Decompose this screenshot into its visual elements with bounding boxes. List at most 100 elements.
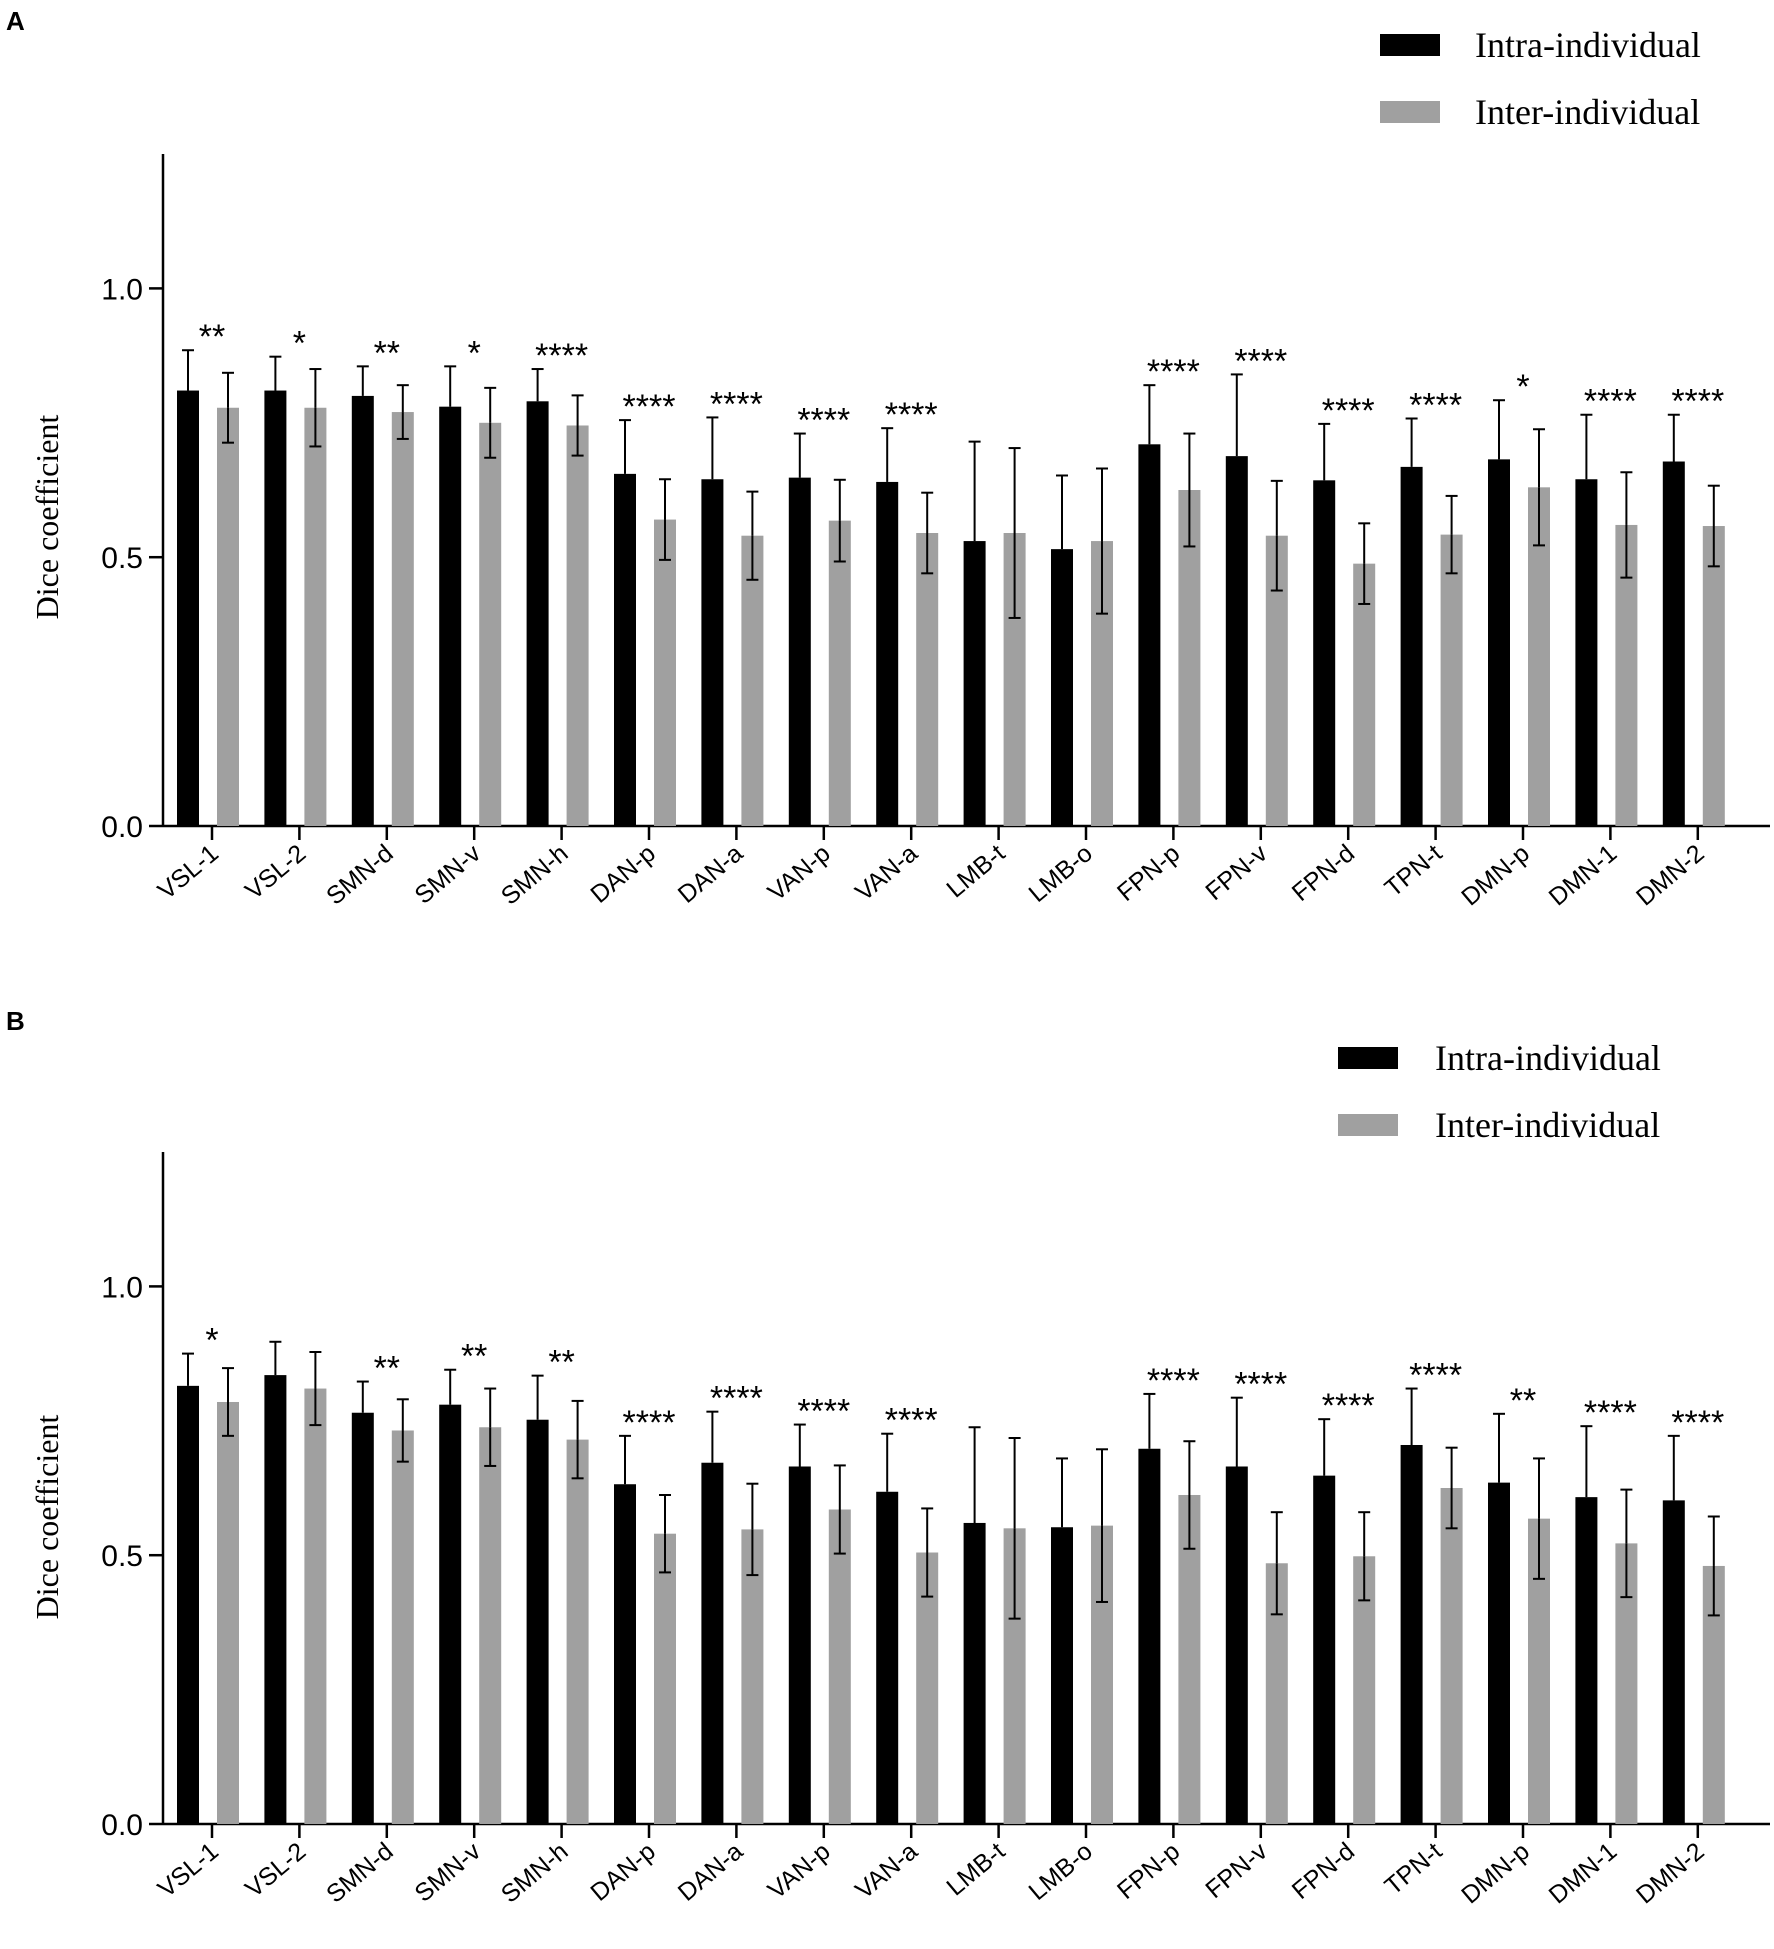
x-tick-labels-b: VSL-1 VSL-2 SMN-d SMN-v SMN-h DAN-p DAN-a VAN-p… xyxy=(153,1837,1710,1910)
bar-intra-smn-h xyxy=(526,401,549,826)
bar-inter-fpn-p xyxy=(1178,490,1201,826)
significance-marker: * xyxy=(205,1322,218,1360)
bar-intra-van-p xyxy=(788,477,811,826)
bar-intra-smn-h xyxy=(526,1419,549,1824)
x-tick-label: FPN-d xyxy=(1287,839,1360,907)
x-tick-label: FPN-v xyxy=(1200,839,1273,906)
significance-marker: **** xyxy=(710,1380,763,1418)
x-tick-label: SMN-d xyxy=(321,1837,399,1908)
significance-marker: **** xyxy=(1234,342,1287,380)
panel-b: B Intra-individual Inter-individual Dice… xyxy=(6,1006,1770,1909)
significance-markers-b: *** ** ********** **** ******** *************… xyxy=(205,1322,1724,1442)
x-tick-label: LMB-t xyxy=(941,1837,1010,1901)
x-tick-label: FPN-p xyxy=(1112,839,1185,907)
significance-marker: **** xyxy=(710,385,763,423)
significance-marker: **** xyxy=(1409,1357,1462,1395)
bar-inter-lmb-o xyxy=(1091,1525,1113,1824)
significance-marker: ** xyxy=(374,334,400,372)
bar-intra-tpn-t xyxy=(1400,466,1423,826)
y-tick-label: 0.0 xyxy=(101,811,143,844)
significance-marker: * xyxy=(1516,368,1529,406)
bar-intra-fpn-p xyxy=(1138,1448,1161,1824)
bar-intra-dmn-1 xyxy=(1575,479,1598,826)
x-tick-label: DMN-2 xyxy=(1631,1837,1710,1909)
bar-inter-dan-p xyxy=(654,519,676,826)
significance-marker: **** xyxy=(1671,1404,1724,1442)
significance-marker: **** xyxy=(1584,1394,1637,1432)
x-tick-label: VSL-1 xyxy=(153,839,224,905)
x-tick-label: FPN-d xyxy=(1287,1837,1360,1905)
bar-intra-dmn-2 xyxy=(1662,461,1685,826)
bar-inter-smn-v xyxy=(479,422,502,826)
bar-inter-van-p xyxy=(828,1509,851,1824)
x-tick-label: SMN-d xyxy=(321,839,399,910)
legend-swatch-inter-a xyxy=(1380,101,1440,123)
legend-swatch-intra-a xyxy=(1380,34,1440,56)
bar-inter-smn-v xyxy=(479,1427,502,1824)
legend-swatch-intra-b xyxy=(1338,1047,1398,1069)
x-tick-label: SMN-v xyxy=(410,1837,487,1908)
bar-intra-dmn-p xyxy=(1488,1482,1510,1824)
x-tick-label: TPN-t xyxy=(1379,839,1447,902)
significance-marker: **** xyxy=(885,1402,938,1440)
bar-intra-dan-p xyxy=(614,473,636,826)
significance-marker: **** xyxy=(1409,386,1462,424)
bar-intra-smn-v xyxy=(439,406,462,826)
x-tick-label: LMB-o xyxy=(1023,1837,1097,1906)
bar-inter-smn-h xyxy=(566,1439,589,1824)
x-tick-label: DMN-p xyxy=(1456,1837,1535,1909)
significance-marker: ** xyxy=(461,1338,487,1376)
bar-intra-dmn-2 xyxy=(1662,1500,1685,1824)
bar-inter-smn-h xyxy=(566,425,589,826)
x-tick-label: DMN-p xyxy=(1456,839,1535,911)
bar-inter-fpn-d xyxy=(1353,563,1376,826)
significance-marker: **** xyxy=(797,402,850,440)
panel-label-b: B xyxy=(6,1006,25,1036)
significance-marker: ** xyxy=(199,318,225,356)
legend-label-inter-a: Inter-individual xyxy=(1475,92,1700,132)
bar-intra-lmb-t xyxy=(963,1522,986,1824)
y-tick-label: 1.0 xyxy=(101,273,143,306)
bar-inter-fpn-p xyxy=(1178,1494,1201,1824)
bar-intra-fpn-d xyxy=(1313,1475,1336,1824)
significance-marker: **** xyxy=(1671,383,1724,421)
bar-intra-dan-a xyxy=(701,1462,724,1824)
x-tick-label: DAN-p xyxy=(585,839,660,909)
significance-marker: ** xyxy=(548,1344,574,1382)
bar-inter-van-a xyxy=(916,533,939,826)
bar-intra-fpn-v xyxy=(1225,1466,1248,1824)
bar-inter-dan-a xyxy=(741,1529,764,1824)
bar-intra-smn-v xyxy=(439,1404,462,1824)
bars-a xyxy=(177,349,1725,826)
significance-marker: **** xyxy=(1584,383,1637,421)
significance-marker: **** xyxy=(885,396,938,434)
bar-inter-vsl-1 xyxy=(217,407,239,826)
x-tick-label: TPN-t xyxy=(1379,1837,1447,1900)
x-tick-label: DAN-a xyxy=(673,1837,749,1907)
bar-intra-dmn-1 xyxy=(1575,1497,1598,1824)
legend-swatch-inter-b xyxy=(1338,1114,1398,1136)
bar-inter-van-a xyxy=(916,1552,939,1824)
bar-intra-dan-p xyxy=(614,1484,636,1824)
bar-inter-dmn-2 xyxy=(1702,526,1725,826)
significance-markers-a: ** * ** * ******** **** **** ******** ******** **… xyxy=(199,318,1725,439)
x-tick-label: DAN-p xyxy=(585,1837,660,1907)
bar-intra-vsl-2 xyxy=(264,390,287,826)
significance-marker: **** xyxy=(1147,1362,1200,1400)
bar-intra-van-a xyxy=(876,481,899,826)
bar-intra-lmb-t xyxy=(963,541,986,826)
bar-inter-van-p xyxy=(828,520,851,826)
bar-inter-dan-a xyxy=(741,535,764,826)
bar-inter-dmn-1 xyxy=(1615,524,1638,826)
bar-intra-dan-a xyxy=(701,479,724,826)
bar-intra-vsl-1 xyxy=(177,390,199,826)
significance-marker: **** xyxy=(623,388,676,426)
x-tick-label: LMB-t xyxy=(941,839,1010,903)
significance-marker: * xyxy=(468,334,481,372)
bar-inter-fpn-v xyxy=(1265,1563,1288,1824)
bar-inter-dmn-p xyxy=(1528,487,1550,826)
legend-label-inter-b: Inter-individual xyxy=(1435,1105,1660,1145)
bar-inter-vsl-1 xyxy=(217,1401,239,1824)
x-tick-label: DAN-a xyxy=(673,839,749,909)
x-tick-label: VAN-a xyxy=(850,839,923,907)
